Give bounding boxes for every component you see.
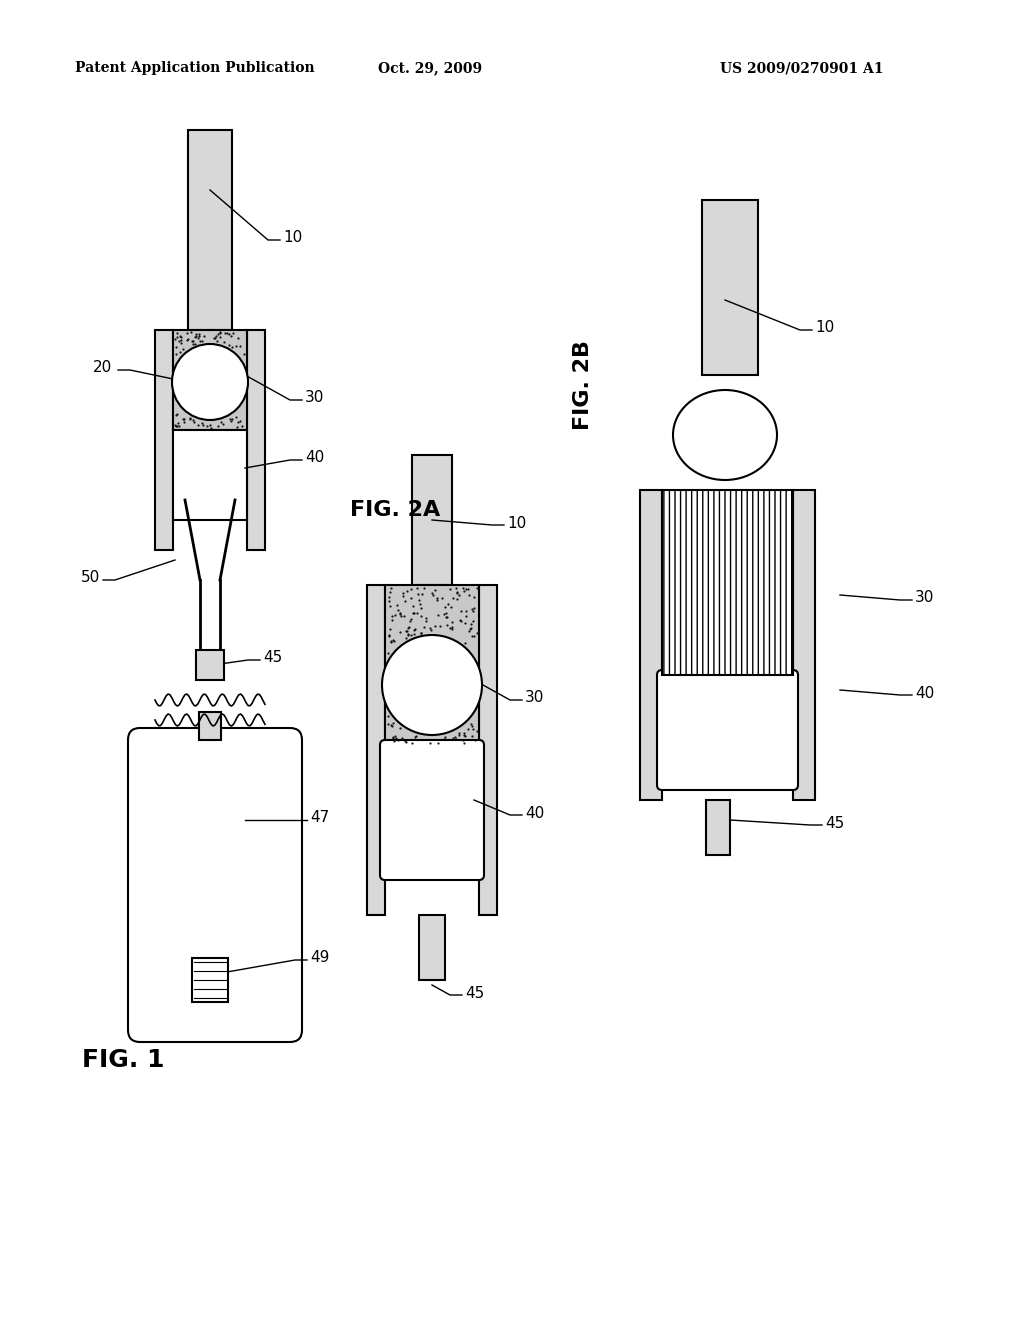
- Text: 50: 50: [81, 570, 100, 586]
- Text: US 2009/0270901 A1: US 2009/0270901 A1: [720, 61, 884, 75]
- Text: 45: 45: [465, 986, 484, 1001]
- Text: 40: 40: [525, 805, 544, 821]
- Circle shape: [382, 635, 482, 735]
- Bar: [479, 585, 497, 915]
- Text: Oct. 29, 2009: Oct. 29, 2009: [378, 61, 482, 75]
- Text: 10: 10: [815, 321, 835, 335]
- Bar: [385, 585, 479, 744]
- Bar: [155, 330, 173, 550]
- Text: FIG. 2A: FIG. 2A: [350, 500, 440, 520]
- Ellipse shape: [673, 389, 777, 480]
- Bar: [173, 430, 247, 520]
- Text: Patent Application Publication: Patent Application Publication: [75, 61, 314, 75]
- Text: FIG. 2B: FIG. 2B: [573, 341, 593, 430]
- Circle shape: [172, 345, 248, 420]
- Text: 40: 40: [305, 450, 325, 466]
- Bar: [367, 585, 385, 915]
- Text: 45: 45: [825, 816, 844, 830]
- Bar: [199, 711, 221, 741]
- Bar: [196, 649, 224, 680]
- FancyBboxPatch shape: [657, 671, 798, 789]
- Bar: [702, 201, 758, 375]
- Text: 20: 20: [93, 360, 112, 375]
- Text: 45: 45: [263, 651, 283, 665]
- FancyBboxPatch shape: [128, 729, 302, 1041]
- Bar: [706, 800, 730, 855]
- Bar: [173, 330, 247, 430]
- Text: 40: 40: [915, 685, 934, 701]
- Bar: [247, 330, 265, 550]
- Text: 49: 49: [310, 950, 330, 965]
- Bar: [412, 455, 452, 585]
- Bar: [188, 129, 232, 330]
- Text: FIG. 1: FIG. 1: [82, 1048, 165, 1072]
- Text: 30: 30: [305, 391, 325, 405]
- Bar: [662, 490, 793, 675]
- Text: 30: 30: [525, 690, 545, 705]
- Text: 10: 10: [283, 231, 302, 246]
- Bar: [419, 915, 445, 979]
- Bar: [193, 958, 228, 1002]
- FancyBboxPatch shape: [380, 741, 484, 880]
- Text: 30: 30: [915, 590, 934, 606]
- Text: 47: 47: [310, 810, 330, 825]
- Text: 10: 10: [507, 516, 526, 531]
- Bar: [793, 490, 815, 800]
- Bar: [640, 490, 662, 800]
